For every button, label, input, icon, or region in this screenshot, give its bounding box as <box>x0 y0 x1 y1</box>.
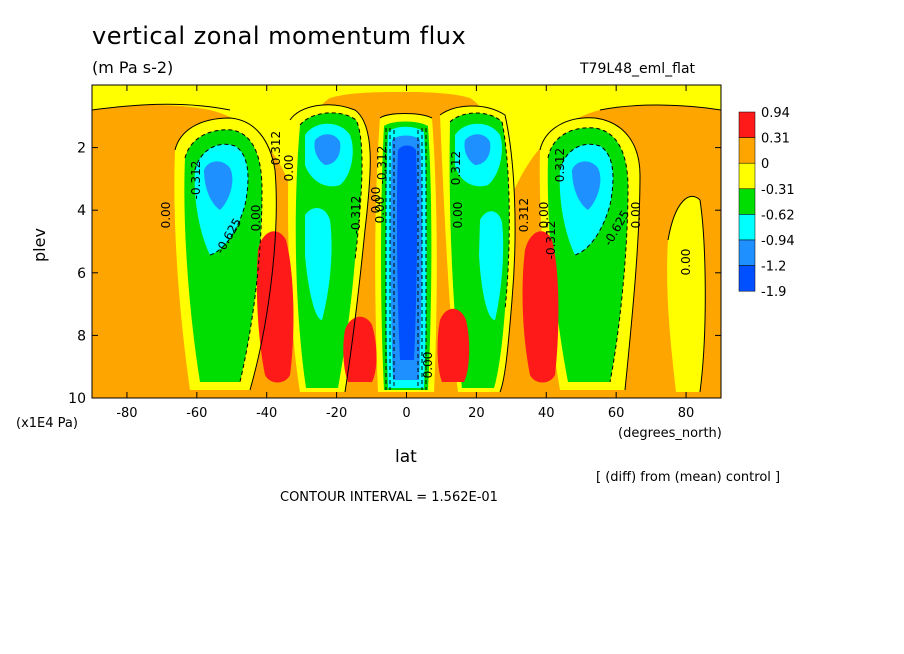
colorbar-label: -1.2 <box>761 260 786 275</box>
contour-label: -0.312 <box>544 221 558 260</box>
x-axis-label: lat <box>395 447 417 467</box>
contour-label: 0.00 <box>369 187 383 214</box>
y-tick-label: 4 <box>77 203 86 219</box>
colorbar-swatch <box>738 214 756 241</box>
contour-label: 0.312 <box>269 131 283 165</box>
colorbar-swatch <box>738 239 756 266</box>
contour-label: 0.00 <box>421 352 435 379</box>
y-tick-label: 10 <box>68 391 86 407</box>
colorbar-swatch <box>738 188 756 215</box>
colorbar-label: 0.94 <box>761 106 790 121</box>
colorbar-label: 0 <box>761 157 769 172</box>
colorbar-swatch <box>738 265 756 292</box>
colorbar: 0.94 0.31 0 -0.31 -0.62 -0.94 -1.2 -1.9 <box>738 106 795 300</box>
colorbar-swatch <box>738 111 756 138</box>
contour-label: 0.00 <box>373 197 387 224</box>
contour-label: 0.00 <box>629 202 643 229</box>
y-tick-label: 8 <box>77 328 86 344</box>
x-tick-label: 0 <box>402 406 410 421</box>
contour-label: -0.312 <box>349 196 363 235</box>
colorbar-swatch <box>738 137 756 164</box>
x-tick-label: 20 <box>468 406 485 421</box>
run-label: T79L48_eml_flat <box>580 61 696 77</box>
colorbar-label: -1.9 <box>761 285 786 300</box>
chart-title: vertical zonal momentum flux <box>92 22 467 50</box>
contour-label: 0.312 <box>553 148 567 182</box>
axes: -80 -60 -40 -20 0 20 40 60 80 2 4 6 8 10 <box>68 85 721 421</box>
contour-label: -0.312 <box>189 161 203 200</box>
y-axis-unit: (x1E4 Pa) <box>16 416 78 431</box>
contour-label: 0.312 <box>449 151 463 185</box>
contour-label: 0.00 <box>679 249 693 276</box>
x-axis-unit: (degrees_north) <box>618 426 722 441</box>
x-tick-label: -20 <box>326 406 347 421</box>
y-tick-label: 6 <box>77 266 86 282</box>
x-tick-label: -40 <box>256 406 277 421</box>
contour-field <box>92 85 721 398</box>
colorbar-swatch <box>738 162 756 190</box>
diff-note: [ (diff) from (mean) control ] <box>596 470 781 485</box>
contour-label: 0.00 <box>282 155 296 182</box>
contour-label: 0.00 <box>451 202 465 229</box>
colorbar-label: 0.31 <box>761 132 790 147</box>
contour-label: 0.00 <box>537 202 551 229</box>
contour-label: 0.00 <box>159 202 173 229</box>
x-tick-label: 40 <box>538 406 555 421</box>
contour-interval: CONTOUR INTERVAL = 1.562E-01 <box>280 490 498 505</box>
x-tick-label: 80 <box>678 406 695 421</box>
contour-label: -0.312 <box>375 146 389 185</box>
x-tick-label: 60 <box>608 406 625 421</box>
x-tick-label: -80 <box>116 406 137 421</box>
contour-label: 0.00 <box>249 205 263 232</box>
y-tick-label: 2 <box>77 141 86 157</box>
contour-label: 0.312 <box>517 198 531 232</box>
colorbar-label: -0.94 <box>761 234 795 249</box>
colorbar-label: -0.31 <box>761 183 795 198</box>
colorbar-label: -0.62 <box>761 208 795 223</box>
chart-subtitle: (m Pa s-2) <box>92 58 174 77</box>
x-tick-label: -60 <box>186 406 207 421</box>
